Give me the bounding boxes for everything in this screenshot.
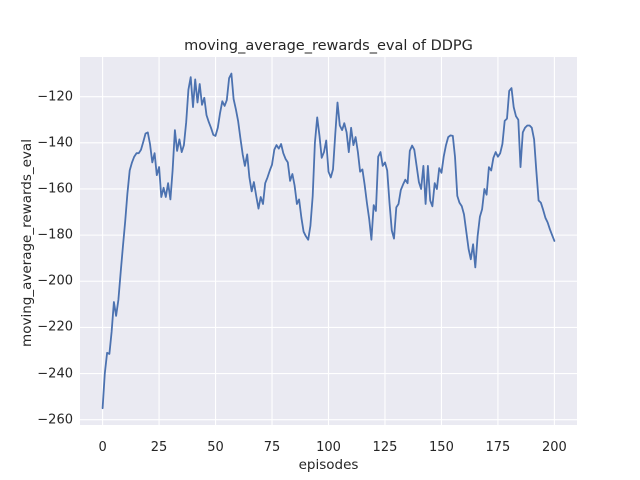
x-tick-label: 50 [207,440,224,455]
x-tick-label: 125 [372,440,398,455]
y-tick-label: −240 [37,366,73,382]
x-tick-label: 175 [485,440,511,455]
x-tick-label: 200 [541,440,567,455]
x-axis-label: episodes [298,457,359,473]
x-tick-label: 25 [150,440,168,455]
chart-title: moving_average_rewards_eval of DDPG [184,38,473,54]
x-tick-label: 0 [98,440,107,455]
data-line [101,72,556,410]
y-tick-label: −220 [37,319,73,335]
y-tick-label: −260 [37,412,73,428]
y-tick-label: −200 [37,273,73,289]
y-tick-label: −160 [37,181,73,197]
y-tick-label: −140 [37,135,73,151]
y-tick-label: −120 [37,89,73,105]
x-tick-label: 100 [316,440,341,455]
y-tick-label: −180 [37,227,73,243]
y-axis-label: moving_average_rewards_eval [19,139,35,347]
x-tick-label: 75 [263,440,281,455]
x-tick-label: 150 [429,440,454,455]
